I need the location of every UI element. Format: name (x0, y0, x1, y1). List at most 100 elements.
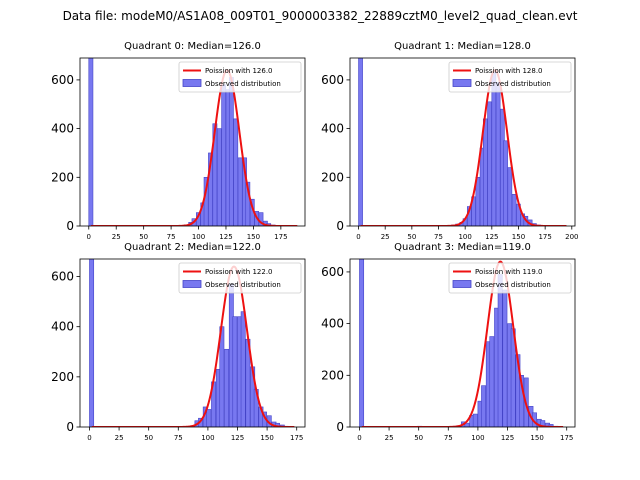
histogram-bar (481, 385, 487, 427)
legend-observed-label: Observed distribution (205, 281, 281, 289)
axes-frame (349, 57, 576, 227)
x-tick-label: 175 (290, 434, 303, 442)
histogram-bar (502, 289, 508, 427)
legend-observed-label: Observed distribution (475, 281, 551, 289)
histogram-bar (89, 259, 95, 427)
histogram-bar (240, 311, 246, 427)
legend-bar-swatch (452, 280, 472, 288)
histogram-bar (237, 157, 243, 226)
y-tick-label: 600 (321, 265, 344, 279)
x-tick-label: 50 (407, 233, 416, 241)
x-tick-label: 25 (112, 233, 121, 241)
histogram-bar (482, 118, 488, 226)
x-tick-label: 100 (458, 233, 471, 241)
x-tick-label: 150 (247, 233, 260, 241)
x-tick-label: 0 (357, 434, 361, 442)
legend-bar-swatch (182, 79, 202, 87)
subplot-grid: 0 200 400 600 0 25 50 75 100 125 150 175 Quadrant 0:… (51, 41, 578, 442)
histogram-bar (491, 72, 497, 226)
x-tick-label: 50 (144, 434, 153, 442)
histogram-bar (206, 409, 212, 427)
x-tick-label: 100 (471, 434, 484, 442)
x-tick-label: 25 (115, 434, 124, 442)
x-tick-label: 150 (530, 434, 543, 442)
subplot-quadrant-0: 0 200 400 600 0 25 50 75 100 125 150 175 Quadrant 0:… (51, 41, 306, 241)
axes-frame (79, 258, 306, 428)
x-tick-label: 0 (356, 233, 360, 241)
x-tick-label: 75 (174, 434, 183, 442)
y-tick-label: 600 (51, 73, 74, 87)
x-tick-label: 50 (139, 233, 148, 241)
x-tick-label: 75 (434, 233, 443, 241)
y-tick-label: 0 (66, 219, 74, 233)
histogram-bar (503, 140, 508, 226)
x-tick-label: 175 (560, 434, 573, 442)
legend-bar-swatch (452, 79, 472, 87)
legend: Poission with 128.0 Observed distribution (448, 61, 572, 93)
y-tick-label: 200 (321, 368, 344, 382)
legend-fit-label: Poission with 126.0 (205, 67, 273, 75)
histogram-bar (224, 348, 230, 427)
x-tick-label: 75 (444, 434, 453, 442)
subplot-title: Quadrant 3: Median=119.0 (394, 242, 531, 253)
histogram-bar (511, 194, 517, 226)
y-tick-label: 200 (51, 170, 74, 184)
legend-box (178, 262, 302, 294)
y-tick-label: 600 (321, 73, 344, 87)
axes-frame (349, 258, 576, 428)
legend-bar-swatch (182, 280, 202, 288)
histogram-bar (221, 84, 227, 226)
legend-fit-label: Poission with 119.0 (475, 268, 543, 276)
x-tick-label: 100 (192, 233, 205, 241)
histogram-bar (219, 326, 225, 427)
x-tick-label: 125 (219, 233, 232, 241)
legend-box (178, 61, 302, 93)
x-tick-label: 125 (485, 233, 498, 241)
histogram-bar (507, 167, 513, 226)
y-tick-label: 0 (336, 219, 344, 233)
legend: Poission with 119.0 Observed distribution (448, 262, 572, 294)
x-tick-label: 125 (231, 434, 244, 442)
y-tick-label: 0 (66, 420, 74, 434)
axes-frame (79, 57, 306, 227)
x-tick-label: 200 (565, 233, 578, 241)
poisson-fit-line (361, 260, 564, 427)
y-tick-label: 0 (336, 420, 344, 434)
x-tick-label: 50 (414, 434, 423, 442)
x-tick-label: 0 (87, 233, 91, 241)
histogram-bar (495, 82, 501, 226)
y-tick-label: 600 (51, 270, 74, 284)
y-tick-label: 200 (51, 370, 74, 384)
legend: Poission with 126.0 Observed distribution (178, 61, 302, 93)
x-tick-label: 0 (87, 434, 91, 442)
legend-box (448, 262, 572, 294)
histogram-bar (487, 101, 492, 226)
y-tick-label: 400 (321, 317, 344, 331)
x-tick-label: 150 (260, 434, 273, 442)
x-tick-label: 100 (201, 434, 214, 442)
subplot-quadrant-2: 0 200 400 600 0 25 50 75 100 125 150 175 Quadrant 2:… (51, 242, 306, 442)
poisson-fit-line (90, 69, 298, 226)
subplot-title: Quadrant 2: Median=122.0 (124, 242, 261, 253)
x-tick-label: 175 (274, 233, 287, 241)
histogram-bar (489, 336, 495, 427)
legend-box (448, 61, 572, 93)
x-tick-label: 25 (381, 233, 390, 241)
figure-title: Data file: modeM0/AS1A08_009T01_90000033… (63, 9, 578, 23)
x-tick-label: 25 (385, 434, 394, 442)
x-tick-label: 125 (501, 434, 514, 442)
histogram-bar (358, 58, 363, 226)
poisson-fit-line (91, 265, 295, 427)
legend-fit-label: Poission with 128.0 (475, 67, 543, 75)
histogram-bar (228, 77, 234, 226)
y-tick-label: 400 (321, 122, 344, 136)
subplot-title: Quadrant 0: Median=126.0 (124, 41, 261, 52)
subplot-quadrant-1: 0 200 400 600 0 25 50 75 100 125 150 175 200 Quadrant… (321, 41, 578, 241)
legend-observed-label: Observed distribution (475, 80, 551, 88)
legend-fit-label: Poission with 122.0 (205, 268, 273, 276)
histogram-bars (359, 259, 559, 427)
histogram-bar (233, 118, 239, 226)
histogram-bar (475, 177, 481, 226)
histogram-bar (464, 422, 470, 427)
